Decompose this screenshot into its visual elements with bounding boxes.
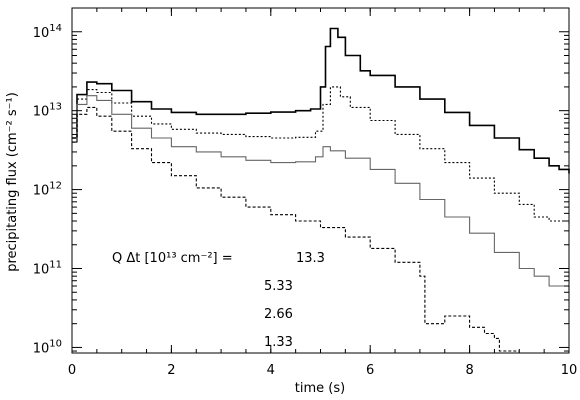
x-tick-label: 6 <box>366 363 374 378</box>
legend-entry-3: 2.66 <box>264 307 293 322</box>
y-axis-label: precipitating flux (cm⁻² s⁻¹) <box>5 92 20 272</box>
x-tick-label: 8 <box>465 363 473 378</box>
series-layer <box>72 27 570 352</box>
x-tick-label: 4 <box>267 363 275 378</box>
legend: Q Δt [10¹³ cm⁻²] = 13.3 5.33 2.66 1.33 <box>112 251 325 350</box>
x-tick-label: 0 <box>68 363 76 378</box>
series-line-3 <box>72 95 570 293</box>
series-line-1 <box>72 27 570 174</box>
y-tick-label: 1011 <box>33 260 62 278</box>
y-axis: 1010 1011 1012 1013 1014 <box>33 7 569 356</box>
series-line-4 <box>72 106 520 352</box>
legend-entry-1: 13.3 <box>296 251 325 266</box>
x-tick-label: 2 <box>167 363 175 378</box>
legend-entry-2: 5.33 <box>264 279 293 294</box>
y-tick-label: 1013 <box>33 102 62 120</box>
x-axis-label: time (s) <box>295 381 345 396</box>
series-line-2 <box>72 86 570 226</box>
y-tick-label: 1012 <box>33 181 62 199</box>
x-axis: 0 2 4 6 8 10 <box>68 8 577 378</box>
y-tick-label: 1010 <box>33 338 62 356</box>
x-tick-label: 10 <box>561 363 578 378</box>
y-tick-label: 1014 <box>33 23 62 41</box>
legend-entry-4: 1.33 <box>264 335 293 350</box>
plot-frame <box>71 7 570 354</box>
legend-title: Q Δt [10¹³ cm⁻²] = <box>112 251 233 266</box>
